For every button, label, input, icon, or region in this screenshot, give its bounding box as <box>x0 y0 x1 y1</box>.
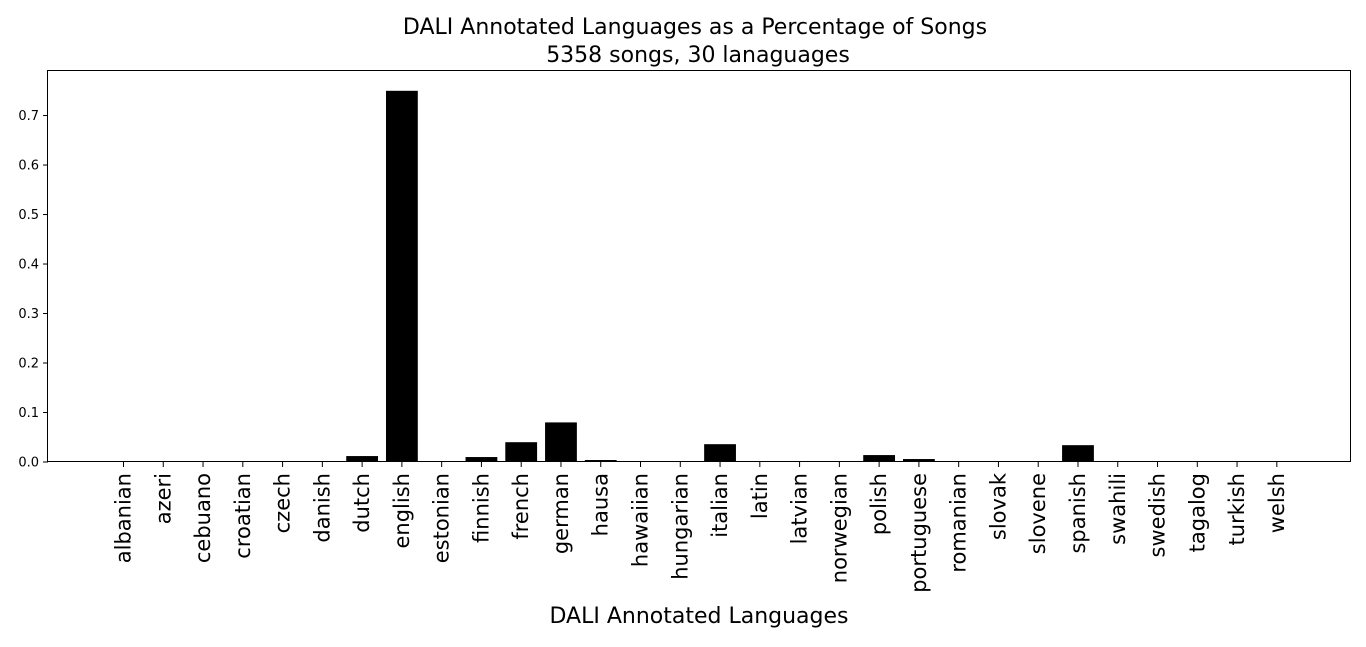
x-tick-label-spanish: spanish <box>1066 473 1090 554</box>
x-tick-label-slovene: slovene <box>1026 473 1050 554</box>
x-axis-label: DALI Annotated Languages <box>550 604 849 629</box>
x-tick-label-hausa: hausa <box>589 473 613 536</box>
x-tick-label-latin: latin <box>748 473 772 519</box>
bar-polish <box>863 455 896 462</box>
plot-frame <box>47 70 1351 462</box>
bar-spanish <box>1062 445 1094 462</box>
x-tick-label-estonian: estonian <box>430 473 454 563</box>
x-tick-label-finnish: finnish <box>469 473 493 543</box>
x-tick-label-slovak: slovak <box>986 472 1010 540</box>
bar-italian <box>704 444 736 462</box>
y-tick-label: 0.5 <box>18 208 39 223</box>
x-tick-label-romanian: romanian <box>947 473 971 573</box>
bars-group <box>107 90 1293 463</box>
bar-french <box>505 442 538 462</box>
y-axis: 0.0 0.1 0.2 0.3 0.4 0.5 0.6 0.7 <box>18 109 48 471</box>
x-axis: albanian azeri cebuano croatian czech danish d… <box>112 462 1289 593</box>
x-tick-label-swahili: swahili <box>1106 473 1130 545</box>
x-tick-label-german: german <box>549 473 573 554</box>
x-tick-label-cebuano: cebuano <box>191 473 215 563</box>
chart-subtitle: 5358 songs, 30 lanaguages <box>546 43 850 68</box>
bar-dutch <box>346 456 379 462</box>
x-tick-label-hawaiian: hawaiian <box>629 473 653 567</box>
y-tick-label: 0.3 <box>18 307 39 322</box>
x-tick-label-turkish: turkish <box>1225 473 1249 545</box>
y-tick-label: 0.4 <box>18 258 39 273</box>
x-tick-label-czech: czech <box>271 473 295 533</box>
y-tick-label: 0.6 <box>18 159 39 174</box>
x-tick-label-tagalog: tagalog <box>1185 473 1209 552</box>
x-tick-label-hungarian: hungarian <box>668 473 692 580</box>
x-tick-label-danish: danish <box>310 473 334 543</box>
x-tick-label-azeri: azeri <box>151 473 175 524</box>
bar-german <box>545 422 577 462</box>
y-tick-label: 0.1 <box>18 406 39 421</box>
x-tick-label-swedish: swedish <box>1146 473 1170 557</box>
x-tick-label-polish: polish <box>867 473 891 535</box>
x-tick-label-croatian: croatian <box>231 473 255 559</box>
x-tick-label-norwegian: norwegian <box>827 473 851 583</box>
y-tick-label: 0.2 <box>18 357 39 372</box>
x-tick-label-italian: italian <box>708 473 732 538</box>
x-tick-label-albanian: albanian <box>112 473 136 563</box>
x-tick-label-welsh: welsh <box>1265 473 1289 533</box>
chart-title: DALI Annotated Languages as a Percentage… <box>403 15 987 40</box>
x-tick-label-portuguese: portuguese <box>907 473 931 593</box>
y-tick-label: 0.0 <box>18 456 39 471</box>
bar-finnish <box>465 457 498 462</box>
x-tick-label-french: french <box>509 473 533 540</box>
bar-portuguese <box>903 459 935 462</box>
bar-english <box>385 90 418 463</box>
x-tick-label-dutch: dutch <box>350 473 374 533</box>
x-tick-label-latvian: latvian <box>788 473 812 544</box>
y-tick-label: 0.7 <box>18 109 39 124</box>
x-tick-label-english: english <box>390 473 414 548</box>
